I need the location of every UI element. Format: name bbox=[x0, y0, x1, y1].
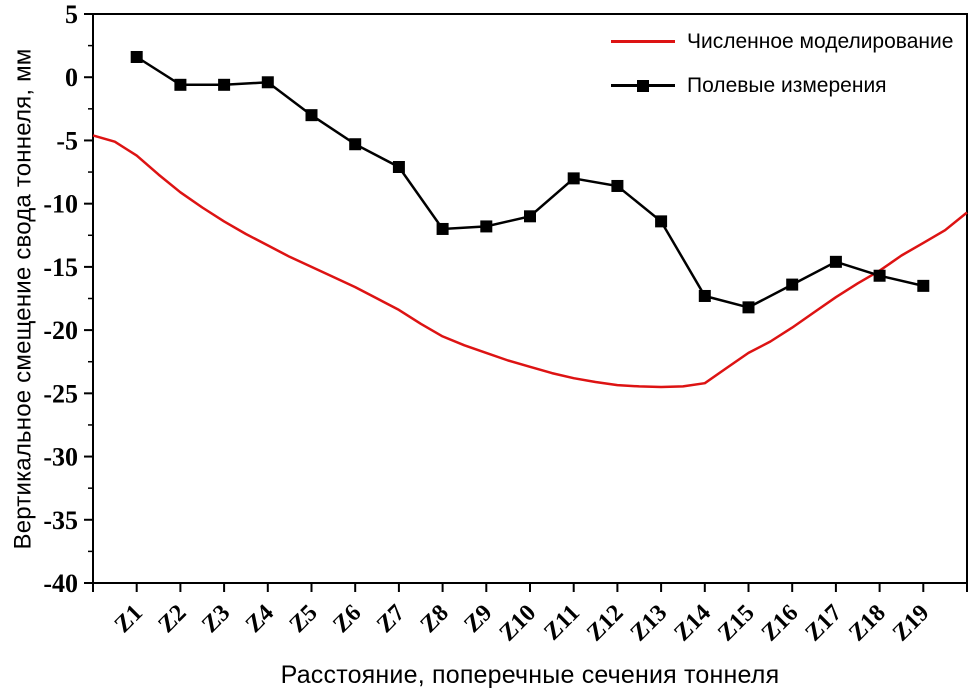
x-tick-label-Z17: Z17 bbox=[800, 600, 847, 647]
x-tick-label-Z19: Z19 bbox=[888, 600, 935, 647]
data-point-Z4 bbox=[261, 76, 274, 89]
data-point-Z9 bbox=[480, 220, 493, 233]
x-tick-label-Z5: Z5 bbox=[285, 600, 323, 638]
y-tick-label: 0 bbox=[65, 63, 78, 92]
data-point-Z2 bbox=[174, 78, 187, 91]
legend-item-field: Полевые измерения bbox=[611, 70, 953, 101]
legend-label-numerical: Численное моделирование bbox=[687, 29, 954, 53]
y-tick-label: -40 bbox=[43, 569, 78, 598]
x-tick-label-Z18: Z18 bbox=[844, 600, 891, 647]
square-marker-icon bbox=[637, 79, 649, 92]
data-point-Z19 bbox=[917, 279, 930, 292]
x-tick-label-Z7: Z7 bbox=[372, 600, 410, 638]
y-tick-label: -20 bbox=[43, 316, 78, 345]
x-tick-label-Z6: Z6 bbox=[328, 600, 366, 638]
x-tick-label-Z9: Z9 bbox=[459, 600, 497, 638]
x-tick-label-Z4: Z4 bbox=[241, 600, 279, 638]
x-tick-label-Z13: Z13 bbox=[626, 600, 673, 647]
x-tick-label-Z15: Z15 bbox=[713, 600, 760, 647]
legend-line-sample-black bbox=[611, 79, 675, 93]
data-point-Z17 bbox=[829, 255, 842, 268]
legend: Численное моделирование Полевые измерени… bbox=[611, 26, 953, 101]
x-tick-label-Z12: Z12 bbox=[582, 600, 629, 647]
data-point-Z14 bbox=[698, 289, 711, 302]
data-point-Z16 bbox=[786, 278, 799, 291]
data-point-Z10 bbox=[524, 210, 536, 223]
data-point-Z13 bbox=[655, 215, 668, 228]
x-tick-label-Z14: Z14 bbox=[669, 600, 716, 647]
legend-line-sample-red bbox=[611, 35, 675, 49]
data-point-Z1 bbox=[130, 50, 143, 63]
data-point-Z11 bbox=[567, 172, 580, 185]
legend-label-field: Полевые измерения bbox=[687, 73, 887, 97]
x-tick-label-Z8: Z8 bbox=[416, 600, 454, 638]
data-point-Z5 bbox=[305, 109, 318, 122]
y-tick-label: 5 bbox=[65, 0, 78, 29]
data-point-Z18 bbox=[873, 269, 886, 282]
red-line-icon bbox=[611, 40, 675, 43]
y-tick-label: -10 bbox=[43, 190, 78, 219]
x-tick-label-Z16: Z16 bbox=[757, 600, 804, 647]
y-tick-label: -15 bbox=[43, 253, 78, 282]
x-tick-label-Z2: Z2 bbox=[153, 600, 191, 638]
x-axis-title: Расстояние, поперечные сечения тоннеля bbox=[280, 661, 780, 689]
y-tick-label: -25 bbox=[43, 379, 78, 408]
y-tick-label: -30 bbox=[43, 443, 78, 472]
y-tick-label: -5 bbox=[56, 126, 78, 155]
data-point-Z6 bbox=[349, 138, 362, 151]
data-point-Z8 bbox=[436, 222, 449, 235]
legend-item-numerical: Численное моделирование bbox=[611, 26, 953, 57]
x-tick-label-Z11: Z11 bbox=[539, 600, 585, 646]
x-tick-label-Z1: Z1 bbox=[110, 600, 148, 638]
x-tick-label-Z10: Z10 bbox=[495, 600, 542, 647]
data-point-Z7 bbox=[392, 160, 405, 173]
data-point-Z3 bbox=[218, 78, 231, 91]
y-tick-label: -35 bbox=[43, 506, 78, 535]
series-line-numerical bbox=[92, 134, 968, 389]
x-tick-label-Z3: Z3 bbox=[197, 600, 235, 638]
data-point-Z15 bbox=[742, 301, 755, 314]
data-point-Z12 bbox=[611, 179, 624, 192]
